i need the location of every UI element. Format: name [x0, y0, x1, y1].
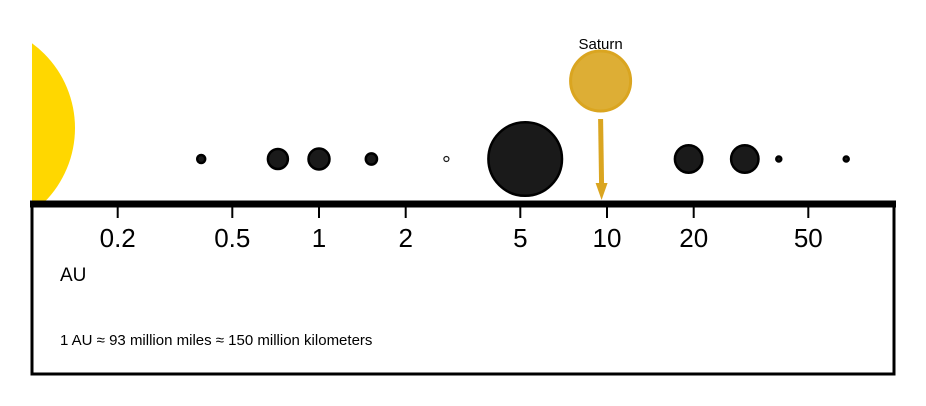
highlight-arrow-shaft [598, 118, 605, 187]
conversion-note: 1 AU ≈ 93 million miles ≈ 150 million ki… [60, 332, 372, 349]
planet-marker [842, 155, 850, 163]
planet-marker [775, 155, 783, 163]
planet-marker [266, 147, 290, 171]
axis-tick-label: 5 [513, 223, 527, 253]
planet-marker [673, 144, 704, 174]
highlight-planet-label: Saturn [578, 36, 622, 53]
axis-ticks: 0.2 0.5 1 2 5 10 20 50 [100, 204, 823, 253]
planet-marker [195, 153, 207, 165]
sun-disc [32, 43, 75, 203]
axis-unit-label: AU [60, 265, 86, 286]
highlight-planet-disc [569, 49, 633, 113]
axis-tick-label: 1 [312, 223, 326, 253]
planet-marker [729, 144, 760, 174]
axis-tick-label: 10 [593, 223, 622, 253]
axis-tick-label: 0.2 [100, 223, 136, 253]
highlighted-planet: Saturn [569, 36, 633, 200]
axis-tick-label: 0.5 [214, 223, 250, 253]
planet-markers [195, 120, 850, 198]
planet-marker [307, 147, 331, 171]
planet-marker [443, 155, 450, 163]
axis-tick-label: 2 [398, 223, 412, 253]
axis-tick-label: 50 [794, 223, 823, 253]
axis-tick-label: 20 [679, 223, 708, 253]
planet-marker [487, 120, 564, 198]
planet-marker [364, 152, 379, 166]
highlight-arrow-head [595, 183, 608, 200]
